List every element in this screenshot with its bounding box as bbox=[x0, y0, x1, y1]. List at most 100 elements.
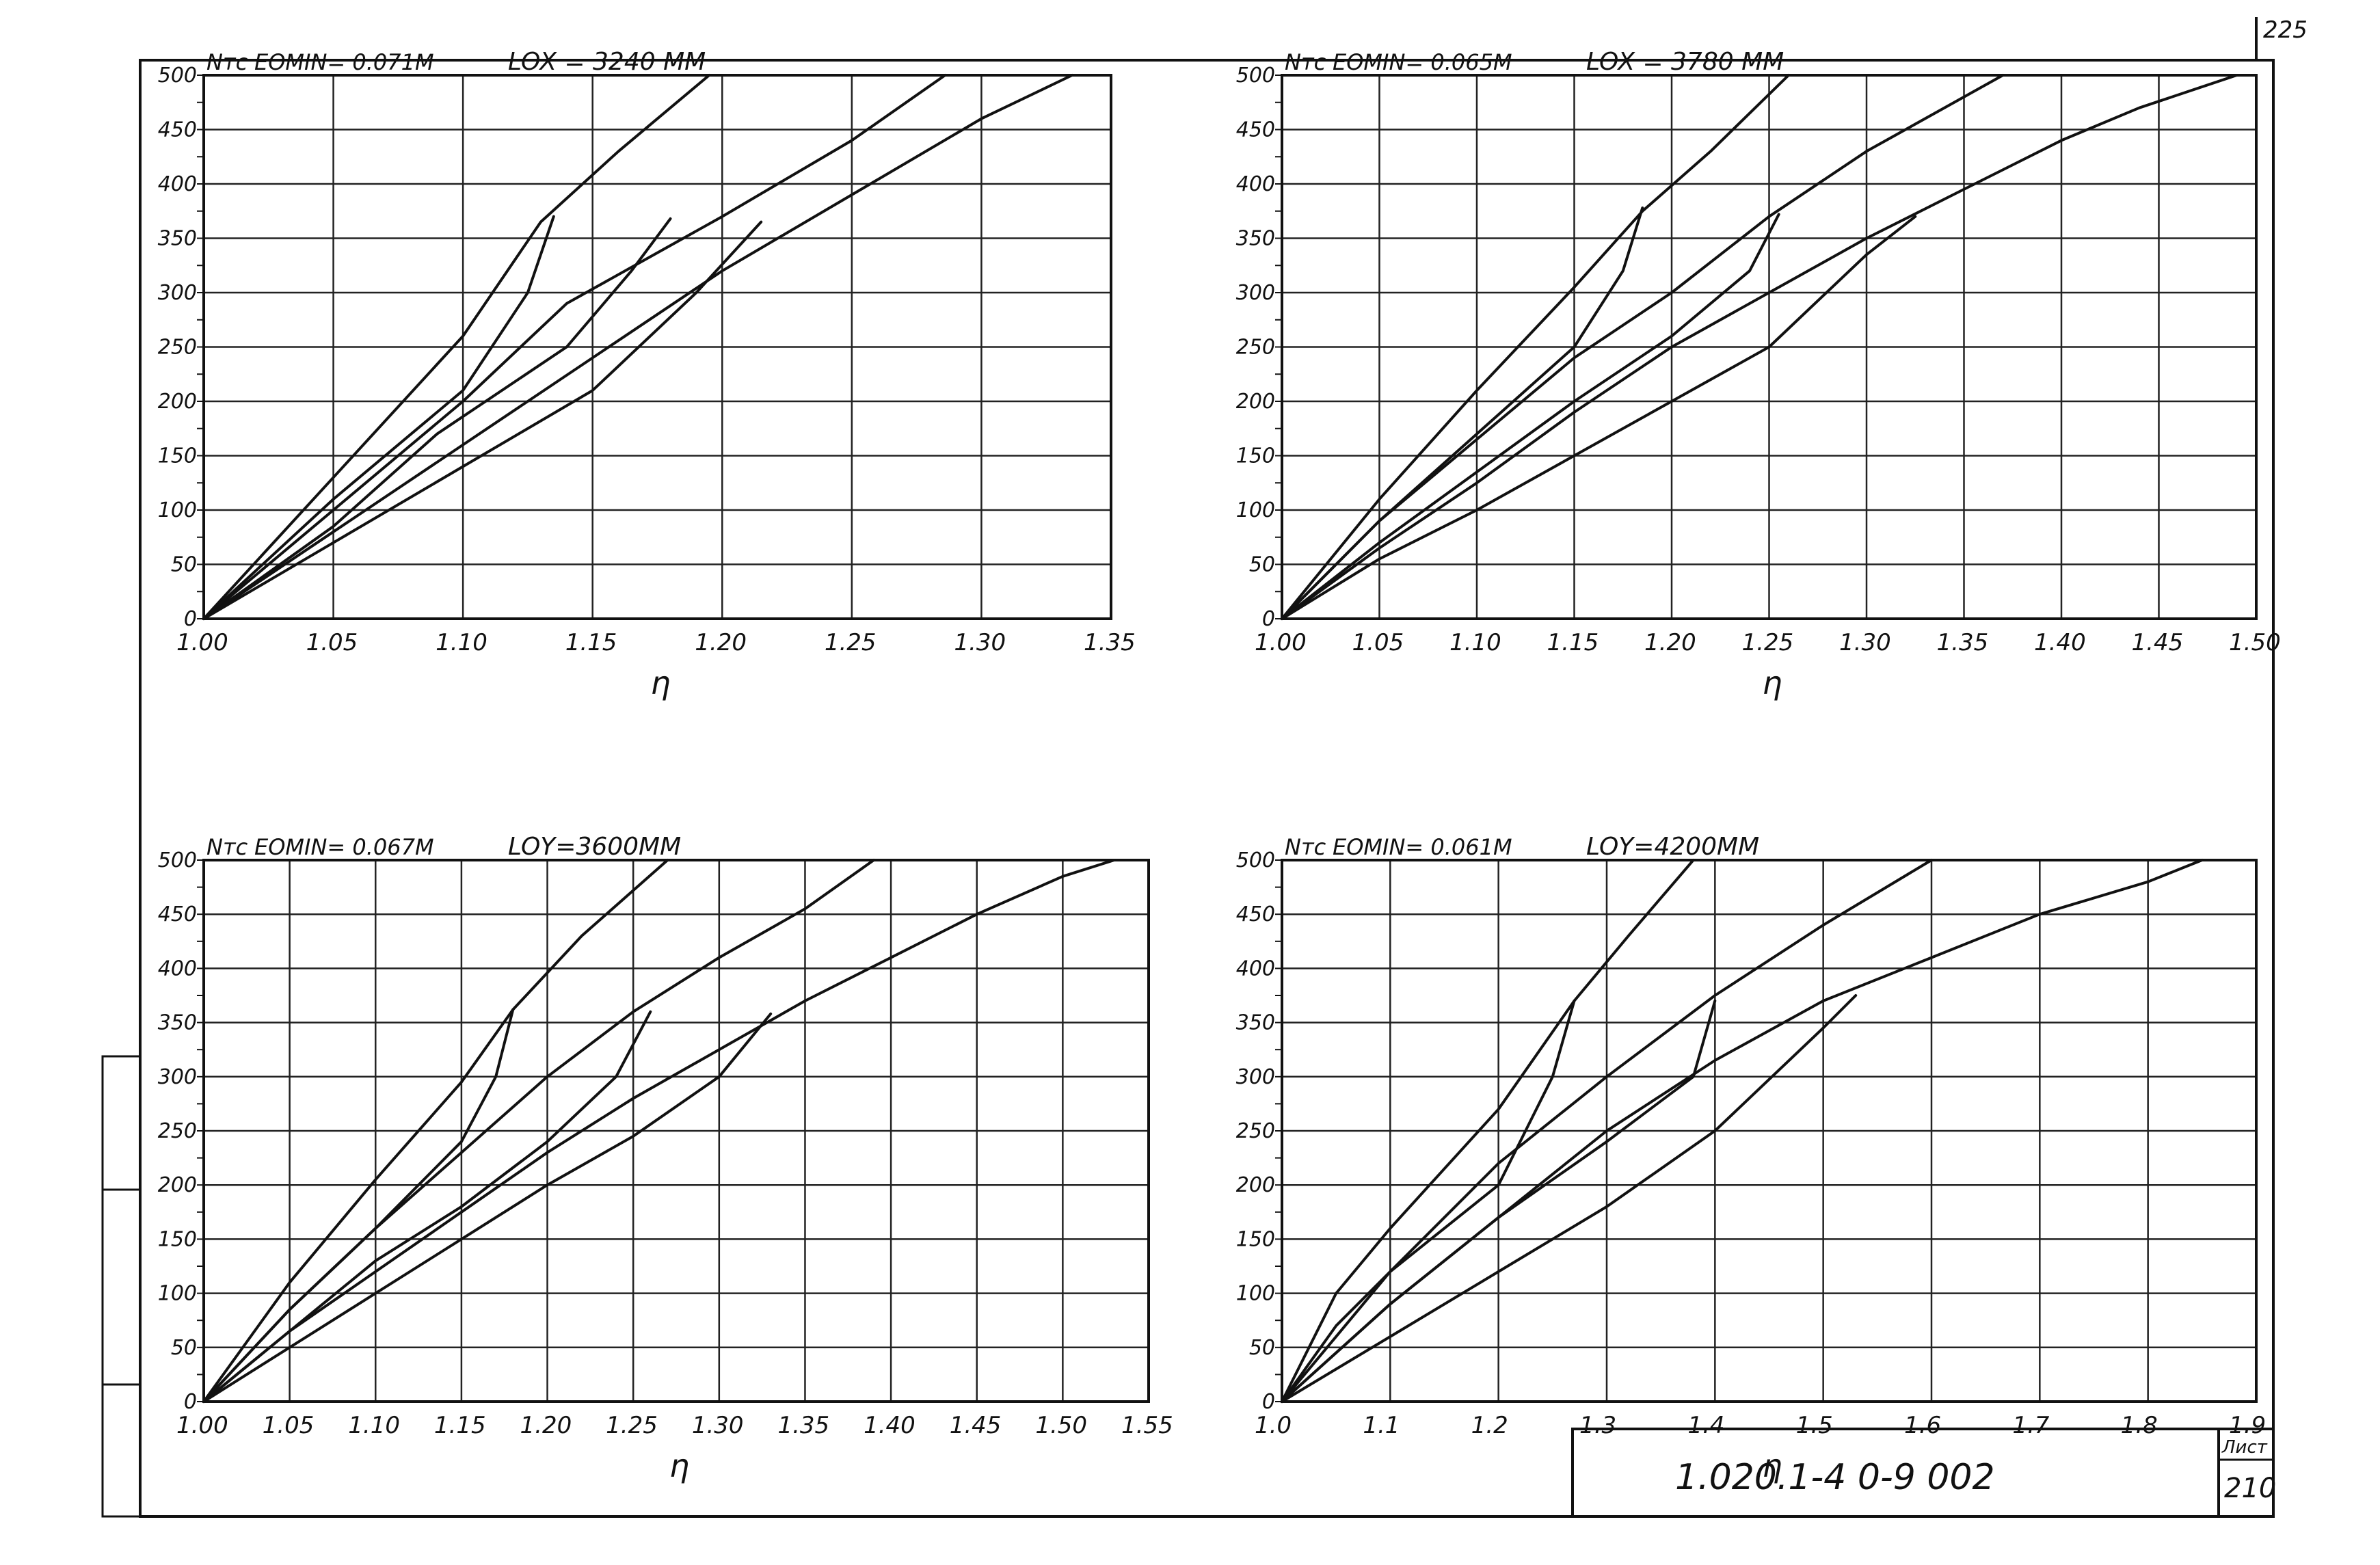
x-tick-label: 1.35 bbox=[1084, 629, 1136, 656]
x-axis-label: η bbox=[1763, 1447, 1782, 1484]
eccentricity-label: EOMIN= 0.071M bbox=[254, 49, 434, 75]
x-tick-label: 1.00 bbox=[1255, 629, 1307, 656]
x-tick-label: 1.45 bbox=[950, 1412, 1002, 1439]
x-tick-label: 1.45 bbox=[2132, 629, 2184, 656]
y-tick-label: 0 bbox=[1262, 607, 1275, 631]
x-tick-label: 1.5 bbox=[1796, 1412, 1833, 1439]
chart-1: 1.00 1.05 1.10 1.15 1.20 1.25 1.30 1.35 0 50 100 15… bbox=[158, 48, 1136, 701]
y-tick-label: 400 bbox=[1236, 172, 1275, 196]
x-tick-label: 1.20 bbox=[520, 1412, 572, 1439]
y-tick-label: 150 bbox=[158, 1227, 197, 1251]
y-tick-label: 350 bbox=[158, 1011, 197, 1035]
y-tick-label: 0 bbox=[184, 1390, 197, 1414]
y-tick-label: 200 bbox=[158, 1173, 197, 1197]
x-axis-label: η bbox=[669, 1447, 689, 1484]
series-line-4 bbox=[1281, 994, 1858, 1403]
x-tick-label: 1.10 bbox=[1449, 629, 1501, 656]
plot-frame bbox=[202, 859, 1150, 1403]
x-tick-label: 1.4 bbox=[1687, 1412, 1724, 1439]
length-label: LOY=3600MM bbox=[508, 833, 681, 861]
y-tick-label: 300 bbox=[158, 281, 197, 305]
eccentricity-label: EOMIN= 0.065M bbox=[1333, 49, 1512, 75]
x-tick-label: 1.05 bbox=[306, 629, 358, 656]
y-tick-label: 500 bbox=[158, 848, 197, 872]
sheet-label: Лист bbox=[2221, 1437, 2268, 1458]
y-tick-label: 250 bbox=[1236, 1119, 1275, 1143]
y-tick-label: 100 bbox=[158, 498, 197, 522]
y-tick-label: 500 bbox=[158, 64, 197, 88]
designation: 1.020.1-4 0-9 002 bbox=[1675, 1457, 1995, 1498]
x-tick-label: 1.50 bbox=[2229, 629, 2281, 656]
x-tick-label: 1.30 bbox=[954, 629, 1006, 656]
y-tick-label: 450 bbox=[158, 902, 197, 926]
x-tick-label: 1.25 bbox=[1742, 629, 1794, 656]
y-tick-label: 400 bbox=[158, 957, 197, 980]
series-line-6 bbox=[202, 1008, 515, 1403]
y-tick-label: 350 bbox=[1236, 227, 1275, 251]
y-tick-label: 500 bbox=[1236, 848, 1275, 872]
y-tick-label: 250 bbox=[158, 336, 197, 360]
y-tick-label: 250 bbox=[1236, 336, 1275, 360]
x-tick-label: 1.35 bbox=[1937, 629, 1989, 656]
plot-frame bbox=[1281, 859, 2258, 1403]
x-tick-label: 1.05 bbox=[1352, 629, 1404, 656]
y-tick-label: 300 bbox=[158, 1065, 197, 1089]
x-tick-label: 1.10 bbox=[436, 629, 487, 656]
series-line-3 bbox=[1281, 74, 2238, 620]
series-line-1 bbox=[1281, 859, 1695, 1403]
x-tick-label: 1.1 bbox=[1363, 1412, 1400, 1439]
x-tick-label: 1.40 bbox=[864, 1412, 915, 1439]
chart-3: 1.00 1.05 1.10 1.15 1.20 1.25 1.30 1.35 1.40 1.45… bbox=[158, 833, 1173, 1484]
y-tick-label: 150 bbox=[1236, 444, 1275, 468]
series-line-4 bbox=[202, 1012, 773, 1403]
x-tick-label: 1.30 bbox=[692, 1412, 744, 1439]
eccentricity-label: EOMIN= 0.067M bbox=[254, 834, 434, 860]
grid bbox=[1281, 859, 2258, 1403]
y-tick-label: 400 bbox=[158, 172, 197, 196]
y-tick-label: 50 bbox=[171, 1336, 197, 1360]
series-line-5 bbox=[202, 217, 672, 620]
series-line-5 bbox=[1281, 213, 1780, 620]
x-tick-label: 1.55 bbox=[1121, 1412, 1173, 1439]
y-tick-label: 100 bbox=[1236, 1282, 1275, 1306]
y-tick-label: 300 bbox=[1236, 1065, 1275, 1089]
x-tick-label: 1.00 bbox=[176, 1412, 228, 1439]
y-tick-label: 450 bbox=[158, 118, 197, 142]
x-tick-label: 1.8 bbox=[2121, 1412, 2158, 1439]
y-tick-label: 450 bbox=[1236, 118, 1275, 142]
y-tick-label: 250 bbox=[158, 1119, 197, 1143]
sheet-number: 210 bbox=[2224, 1473, 2276, 1504]
series-line-6 bbox=[202, 215, 555, 620]
plot-frame bbox=[1281, 74, 2258, 620]
y-tick-label: 350 bbox=[158, 227, 197, 251]
series-line-3 bbox=[202, 74, 1074, 620]
title-block: 1.020.1-4 0-9 002 Лист 210 bbox=[1571, 1428, 2276, 1518]
x-tick-label: 1.2 bbox=[1471, 1412, 1508, 1439]
y-tick-label: 400 bbox=[1236, 957, 1275, 980]
y-tick-label: 350 bbox=[1236, 1011, 1275, 1035]
chart-4: 1.0 1.1 1.2 1.3 1.4 1.5 1.6 1.7 1.8 1.9 0 50 100 150 2… bbox=[1236, 833, 2266, 1484]
x-tick-label: 1.0 bbox=[1255, 1412, 1292, 1439]
x-tick-label: 1.25 bbox=[825, 629, 877, 656]
x-tick-label: 1.3 bbox=[1579, 1412, 1616, 1439]
series-line-6 bbox=[1281, 999, 1576, 1403]
x-tick-label: 1.35 bbox=[777, 1412, 829, 1439]
series-line-4 bbox=[202, 220, 763, 620]
y-tick-label: 150 bbox=[158, 444, 197, 468]
length-label: LOY=4200MM bbox=[1586, 833, 1759, 861]
y-tick-label: 0 bbox=[1262, 1390, 1275, 1414]
series-line-4 bbox=[1281, 215, 1917, 620]
y-tick-label: 0 bbox=[184, 607, 197, 631]
x-tick-label: 1.20 bbox=[695, 629, 747, 656]
x-tick-label: 1.25 bbox=[606, 1412, 658, 1439]
y-tick-label: 300 bbox=[1236, 281, 1275, 305]
y-tick-label: 200 bbox=[1236, 1173, 1275, 1197]
plot-frame bbox=[202, 74, 1112, 620]
series-line-1 bbox=[202, 74, 711, 620]
length-label: LOX = 3780 MM bbox=[1586, 48, 1784, 76]
x-tick-label: 1.15 bbox=[434, 1412, 486, 1439]
page-number: 225 bbox=[2263, 16, 2308, 44]
grid bbox=[202, 74, 1112, 620]
y-tick-label: 50 bbox=[1249, 553, 1275, 577]
y-tick-label: 200 bbox=[1236, 390, 1275, 414]
